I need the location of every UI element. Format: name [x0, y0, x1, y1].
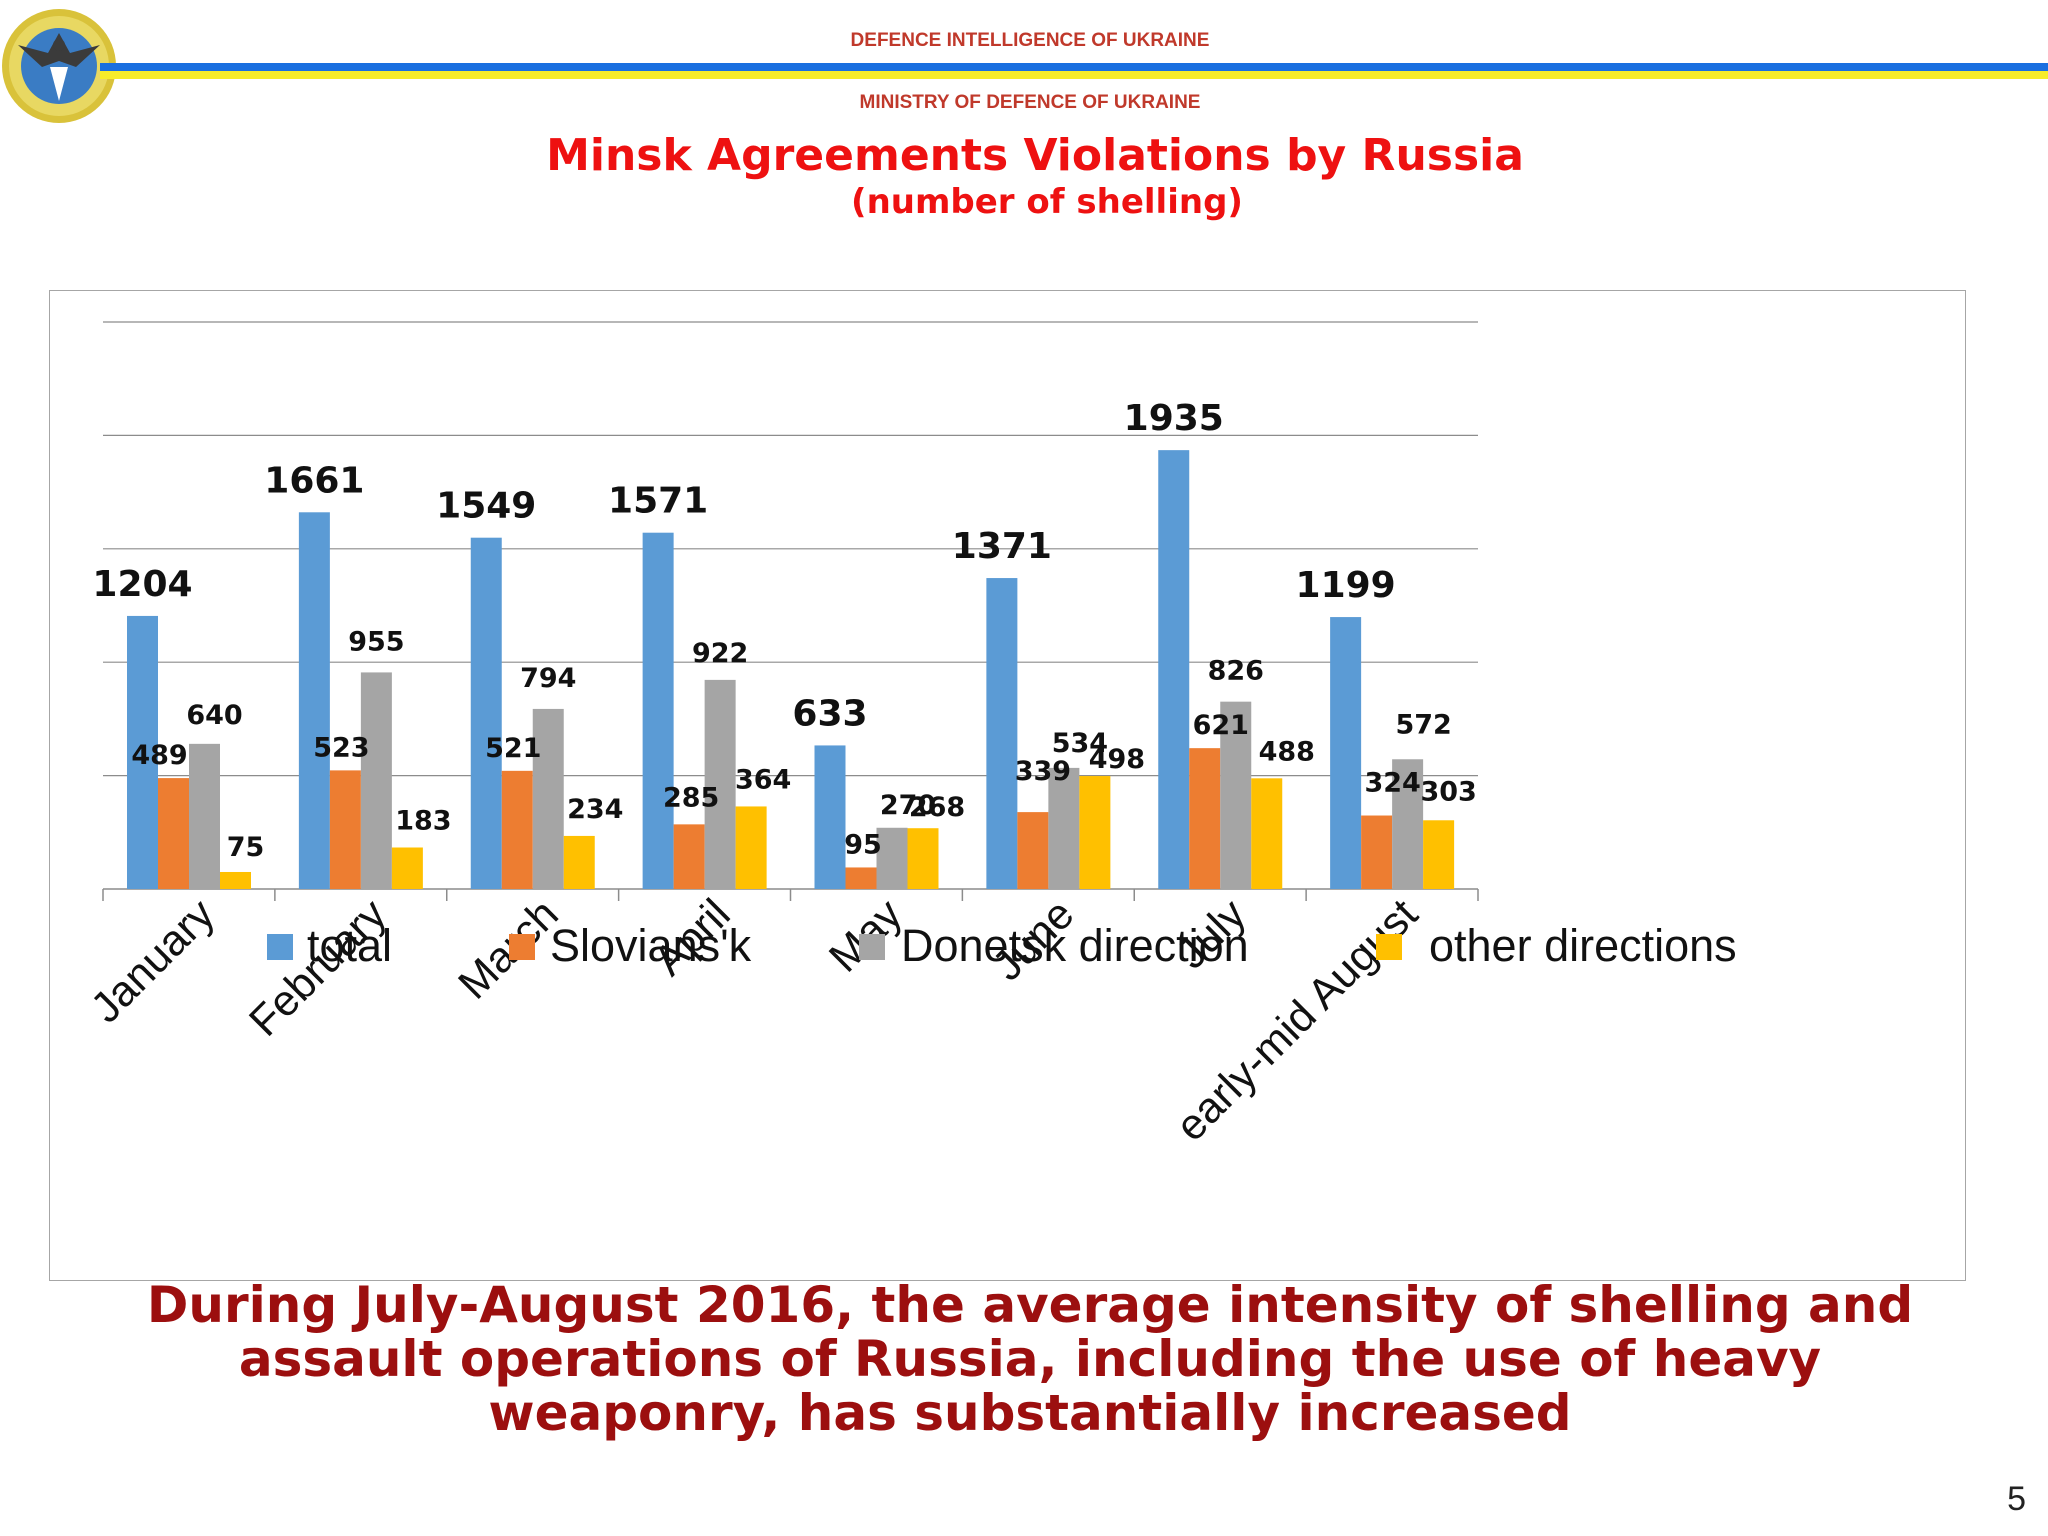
bar-2 — [1361, 815, 1393, 889]
bar-1 — [1330, 617, 1362, 889]
category-label: January — [82, 890, 224, 1032]
value-label: 521 — [485, 733, 541, 764]
total-value-label: 633 — [792, 693, 867, 734]
bar-3 — [876, 827, 908, 889]
total-value-label: 1199 — [1296, 565, 1396, 606]
bar-3 — [1220, 701, 1252, 889]
bar-1 — [298, 512, 330, 889]
legend-label: total — [307, 920, 392, 971]
bar-3 — [704, 679, 736, 889]
bar-1 — [986, 578, 1018, 889]
value-label: 303 — [1420, 776, 1476, 807]
value-label: 285 — [663, 782, 719, 813]
value-label: 489 — [131, 740, 187, 771]
page-number: 5 — [2007, 1480, 2026, 1518]
bar-4 — [1423, 820, 1455, 889]
bar-1 — [470, 537, 502, 889]
value-label: 270 — [880, 790, 936, 821]
bar-1 — [642, 532, 674, 889]
value-label: 534 — [1052, 728, 1108, 759]
defence-intelligence-emblem-icon — [0, 5, 118, 127]
legend-swatch — [859, 934, 885, 960]
value-label: 826 — [1208, 656, 1264, 687]
ministry-name: MINISTRY OF DEFENCE OF UKRAINE — [859, 92, 1201, 113]
bar-2 — [845, 867, 877, 889]
value-label: 488 — [1259, 736, 1315, 767]
value-label: 183 — [395, 805, 451, 836]
bar-2 — [158, 778, 189, 889]
bar-2 — [501, 770, 533, 889]
value-label: 572 — [1395, 709, 1451, 740]
total-value-label: 1661 — [264, 460, 364, 501]
total-value-label: 1935 — [1124, 398, 1224, 439]
bar-2 — [329, 770, 361, 889]
bar-3 — [1392, 759, 1424, 889]
bar-4 — [1251, 778, 1283, 889]
bar-1 — [814, 745, 846, 889]
bar-chart: 1204 1661 1549 1571 633 1371 1935 1199 489 523 521… — [82, 321, 1737, 1151]
value-label: 268 — [909, 792, 965, 823]
legend-label: Slovians'k — [550, 920, 752, 971]
value-label: 339 — [1015, 756, 1071, 787]
value-label: 324 — [1364, 768, 1420, 799]
value-label: 640 — [186, 700, 242, 731]
value-label: 364 — [735, 764, 791, 795]
value-label: 621 — [1193, 710, 1249, 741]
value-label: 75 — [227, 832, 265, 863]
header-stripe-yellow — [100, 71, 2048, 79]
bar-4 — [907, 828, 939, 889]
value-label: 922 — [692, 638, 748, 669]
value-label: 95 — [844, 829, 882, 860]
bar-4 — [220, 871, 251, 889]
bar-4 — [1079, 776, 1111, 889]
value-label: 955 — [348, 626, 404, 657]
bar-2 — [1017, 812, 1049, 889]
total-value-label: 1204 — [92, 564, 192, 605]
bar-2 — [673, 824, 705, 889]
bar-1 — [1158, 450, 1190, 889]
legend-swatch — [1376, 934, 1402, 960]
bar-3 — [360, 672, 392, 889]
value-label: 234 — [567, 794, 623, 825]
legend-label: Donetsk direction — [901, 920, 1249, 971]
value-label: 794 — [520, 663, 576, 694]
bar-3 — [1048, 767, 1080, 889]
bar-4 — [391, 847, 423, 889]
org-name: DEFENCE INTELLIGENCE OF UKRAINE — [850, 30, 1210, 51]
conclusion-text: During July-August 2016, the average int… — [146, 1276, 1914, 1442]
value-label: 523 — [313, 732, 369, 763]
legend-swatch — [267, 934, 293, 960]
legend-label: other directions — [1429, 920, 1737, 971]
bar-4 — [735, 806, 767, 889]
bar-2 — [1189, 748, 1221, 889]
total-value-label: 1571 — [608, 481, 708, 522]
legend-swatch — [509, 934, 535, 960]
page-subtitle: (number of shelling) — [851, 182, 1243, 222]
value-label: 498 — [1089, 744, 1145, 775]
bar-4 — [563, 835, 595, 889]
bar-3 — [532, 708, 564, 889]
total-value-label: 1371 — [952, 526, 1052, 567]
chart-frame: 1204 1661 1549 1571 633 1371 1935 1199 489 523 521… — [49, 290, 1966, 1281]
bar-1 — [127, 615, 158, 889]
total-value-label: 1549 — [436, 486, 536, 527]
bar-3 — [189, 743, 220, 889]
header-stripe-blue — [100, 63, 2048, 71]
page-title: Minsk Agreements Violations by Russia — [546, 130, 1524, 181]
